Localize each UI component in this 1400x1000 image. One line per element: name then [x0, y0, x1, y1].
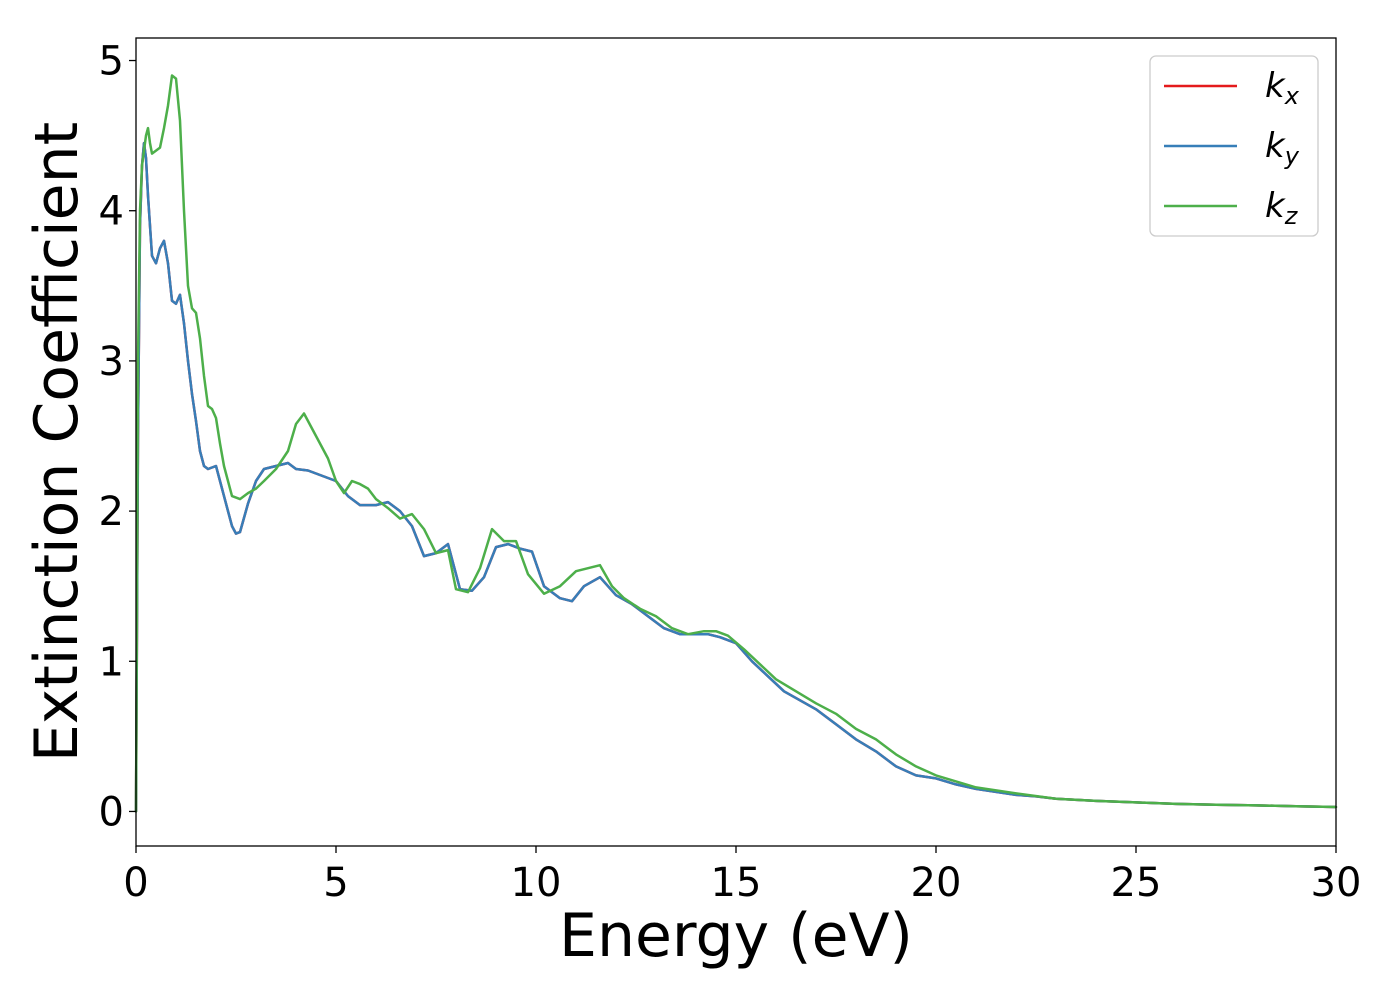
- series-layer: [134, 74, 1338, 813]
- y-tick-label: 4: [99, 189, 124, 235]
- y-axis-ticks: 0 1 2 3 4 5: [99, 39, 136, 835]
- y-axis-title: Extinction Coefficient: [22, 122, 92, 762]
- y-tick-label: 2: [99, 489, 124, 535]
- y-tick-label: 1: [99, 639, 124, 685]
- y-tick-label: 3: [99, 339, 124, 385]
- y-tick-label: 0: [99, 789, 124, 835]
- x-axis-title: Energy (eV): [559, 901, 913, 971]
- x-tick-label: 25: [1111, 860, 1162, 906]
- x-tick-label: 10: [511, 860, 562, 906]
- x-tick-label: 0: [123, 860, 148, 906]
- x-axis-ticks: 0 5 10 15 20 25 30: [123, 846, 1361, 906]
- series-line-k-z: [134, 74, 1338, 813]
- legend-label-k-y: ky: [1265, 126, 1300, 170]
- y-tick-label: 5: [99, 39, 124, 85]
- x-tick-label: 5: [323, 860, 348, 906]
- series-line-k-y: [134, 141, 1338, 813]
- x-tick-label: 15: [711, 860, 762, 906]
- legend-label-k-z: kz: [1265, 186, 1299, 230]
- x-tick-label: 20: [911, 860, 962, 906]
- x-tick-label: 30: [1311, 860, 1362, 906]
- legend-label-k-x: kx: [1265, 66, 1300, 110]
- legend: kx ky kz: [1149, 55, 1319, 237]
